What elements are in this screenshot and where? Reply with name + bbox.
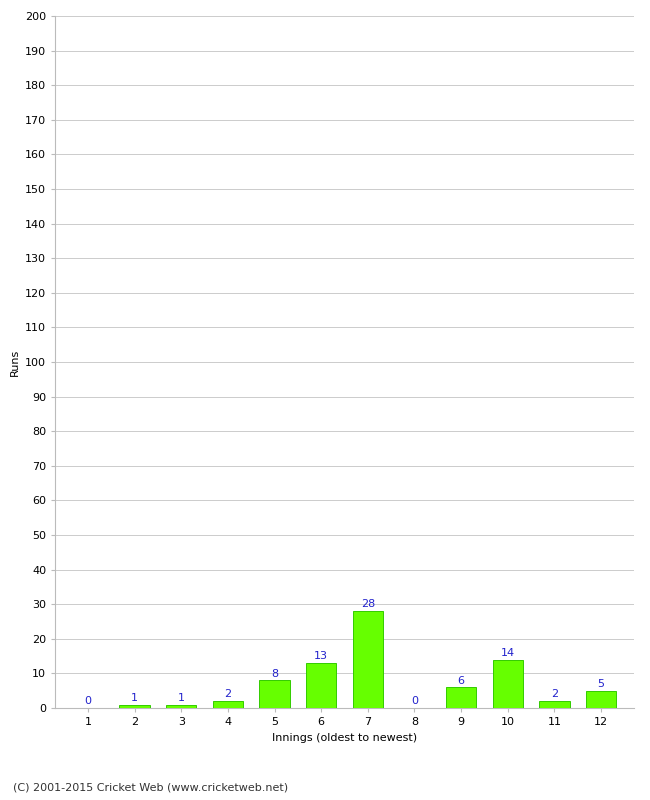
Bar [306, 663, 336, 708]
Bar [586, 690, 616, 708]
Text: 6: 6 [458, 675, 465, 686]
Text: (C) 2001-2015 Cricket Web (www.cricketweb.net): (C) 2001-2015 Cricket Web (www.cricketwe… [13, 782, 288, 792]
Text: 13: 13 [314, 651, 328, 662]
Text: 2: 2 [224, 690, 231, 699]
X-axis label: Innings (oldest to newest): Innings (oldest to newest) [272, 733, 417, 742]
Y-axis label: Runs: Runs [10, 348, 20, 376]
Bar [540, 701, 569, 708]
Text: 14: 14 [500, 648, 515, 658]
Bar [213, 701, 243, 708]
Bar [493, 659, 523, 708]
Text: 8: 8 [271, 669, 278, 678]
Bar [259, 680, 290, 708]
Text: 1: 1 [177, 693, 185, 703]
Bar [353, 611, 383, 708]
Text: 0: 0 [84, 696, 92, 706]
Bar [120, 705, 150, 708]
Text: 2: 2 [551, 690, 558, 699]
Bar [166, 705, 196, 708]
Text: 28: 28 [361, 599, 375, 610]
Text: 0: 0 [411, 696, 418, 706]
Text: 1: 1 [131, 693, 138, 703]
Text: 5: 5 [597, 679, 604, 689]
Bar [446, 687, 476, 708]
